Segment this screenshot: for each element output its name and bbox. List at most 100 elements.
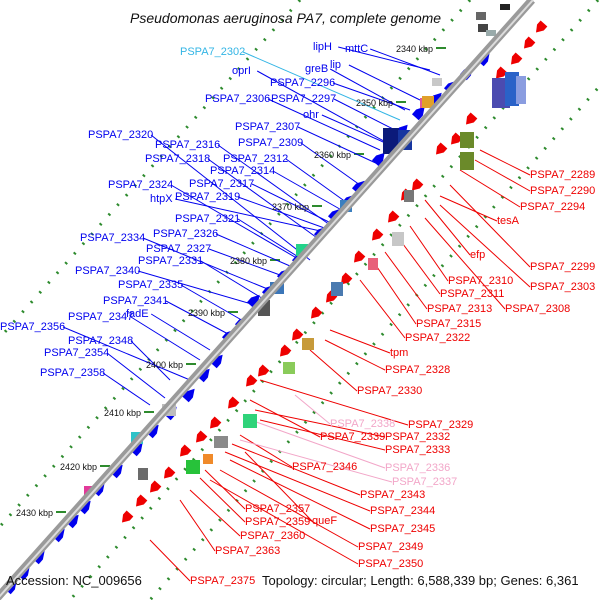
genome-info-text: Topology: circular; Length: 6,588,339 bp…	[262, 573, 579, 588]
feature-block	[302, 338, 314, 350]
leader-line	[239, 439, 393, 483]
leader-line	[449, 184, 531, 268]
leader-line	[329, 68, 406, 111]
leader-line	[231, 443, 361, 496]
gene-label-ohr: ohr	[303, 109, 319, 121]
leader-line	[424, 217, 506, 310]
feature-block	[460, 152, 474, 170]
gene-label-pspa7-2317: PSPA7_2317	[189, 178, 254, 190]
reverse-gene-arrow	[511, 52, 523, 65]
feature-block	[486, 30, 496, 36]
leader-line	[249, 399, 321, 438]
gene-label-pspa7-2302: PSPA7_2302	[180, 46, 245, 58]
gene-label-pspa7-2357: PSPA7_2357	[245, 503, 310, 515]
gene-label-pspa7-2356: PSPA7_2356	[0, 321, 65, 333]
leader-line	[300, 142, 361, 186]
reverse-gene-arrow	[122, 510, 134, 523]
gene-label-pspa7-2324: PSPA7_2324	[108, 179, 173, 191]
gene-label-pspa7-2303: PSPA7_2303	[530, 281, 595, 293]
leader-line	[149, 539, 191, 582]
leader-line	[175, 198, 326, 233]
gene-label-pspa7-2290: PSPA7_2290	[530, 185, 595, 197]
feature-block	[214, 436, 228, 448]
forward-gene-arrow	[65, 514, 79, 529]
reverse-gene-arrow	[451, 132, 463, 145]
leader-line	[474, 159, 531, 192]
gene-label-pspa7-2358: PSPA7_2358	[40, 367, 105, 379]
reverse-gene-arrow	[326, 290, 338, 303]
leader-line	[150, 134, 311, 261]
leader-line	[215, 233, 291, 267]
kbp-tick-label: 2400 kbp	[146, 360, 183, 370]
gene-label-pspa7-2314: PSPA7_2314	[210, 165, 275, 177]
gene-label-pspa7-2340: PSPA7_2340	[75, 265, 140, 277]
gene-label-pspa7-2321: PSPA7_2321	[175, 213, 240, 225]
leader-line	[259, 379, 409, 426]
forward-gene-arrow	[145, 424, 159, 439]
feature-block	[460, 132, 474, 148]
forward-gene-arrow	[109, 464, 123, 479]
leader-line	[338, 46, 431, 71]
feature-block	[432, 78, 442, 86]
gene-label-pspa7-2319: PSPA7_2319	[175, 191, 240, 203]
gene-label-pspa7-2306: PSPA7_2306	[205, 93, 270, 105]
leader-line	[106, 352, 166, 399]
gene-label-pspa7-2322: PSPA7_2322	[405, 332, 470, 344]
leader-line	[439, 204, 531, 288]
leader-line	[199, 477, 246, 523]
genome-title: Pseudomonas aeruginosa PA7, complete gen…	[130, 10, 442, 26]
leader-line	[137, 270, 256, 306]
reverse-gene-arrow	[341, 272, 353, 285]
gene-label-pspa7-2354: PSPA7_2354	[44, 347, 109, 359]
leader-line	[321, 114, 391, 146]
feature-block	[404, 190, 414, 202]
leader-line	[208, 248, 281, 276]
feature-block	[243, 414, 257, 428]
gene-label-pspa7-2310: PSPA7_2310	[448, 275, 513, 287]
reverse-gene-arrow	[258, 364, 270, 377]
leader-line	[209, 479, 359, 565]
gene-label-pspa7-2359: PSPA7_2359	[245, 516, 310, 528]
feature-block	[422, 96, 434, 108]
leader-line	[242, 51, 401, 121]
kbp-tick-label: 2360 kbp	[314, 150, 351, 160]
gene-label-pspa7-2299: PSPA7_2299	[530, 261, 595, 273]
gene-label-pspa7-2330: PSPA7_2330	[357, 385, 422, 397]
feature-block	[368, 258, 378, 270]
backbone-layer	[0, 0, 535, 600]
gene-label-pspa7-2327: PSPA7_2327	[146, 243, 211, 255]
forward-gene-arrow	[411, 106, 425, 121]
leader-line	[285, 158, 351, 206]
gene-label-pspa7-2349: PSPA7_2349	[358, 541, 423, 553]
leader-line	[251, 183, 336, 226]
feature-block	[505, 72, 519, 106]
gene-label-tesa: tesA	[497, 215, 520, 227]
reverse-gene-arrow	[228, 396, 240, 409]
gene-label-quef: queF	[312, 515, 337, 527]
leader-line	[459, 169, 521, 208]
label-layer: 2340 kbp 2350 kbp 2360 kbp 2370 kbp 2380 kbp…	[0, 41, 595, 587]
gene-label-pspa7-2338: PSPA7_2338	[330, 418, 395, 430]
gene-label-greb: greB	[305, 63, 328, 75]
reverse-gene-arrow	[280, 344, 292, 357]
leader-line	[329, 329, 391, 354]
reverse-gene-arrow	[436, 142, 448, 155]
gene-label-pspa7-2375: PSPA7_2375	[190, 575, 255, 587]
leader-line	[399, 239, 441, 295]
gene-label-pspa7-2344: PSPA7_2344	[370, 505, 435, 517]
gene-label-pspa7-2289: PSPA7_2289	[530, 169, 595, 181]
kbp-tick-label: 2340 kbp	[396, 44, 433, 54]
gene-label-opri: oprI	[232, 65, 251, 77]
reverse-gene-arrow	[354, 250, 366, 263]
leader-line	[237, 218, 301, 259]
reverse-gene-arrow	[524, 36, 536, 49]
leader-line	[130, 340, 171, 381]
leader-line	[237, 196, 331, 231]
kbp-tick-label: 2420 kbp	[60, 462, 97, 472]
leader-line	[479, 149, 531, 176]
gene-label-pspa7-2360: PSPA7_2360	[240, 530, 305, 542]
feature-block	[476, 12, 486, 20]
leader-line	[370, 48, 441, 76]
leader-line	[130, 316, 201, 361]
